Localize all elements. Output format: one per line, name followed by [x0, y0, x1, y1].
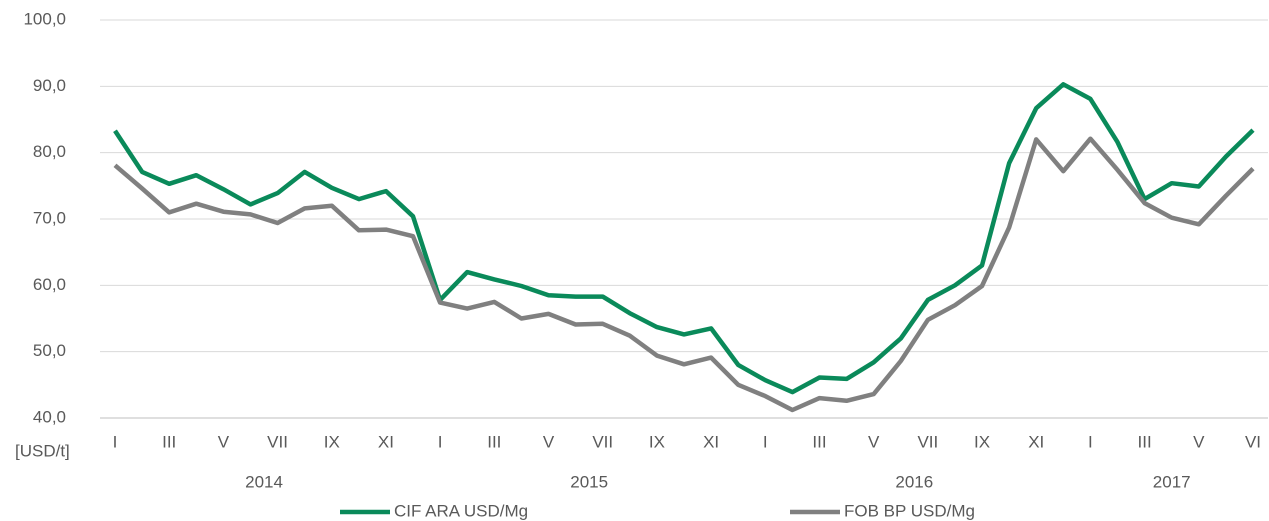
- y-tick-label: 40,0: [33, 407, 66, 426]
- x-tick-label: V: [218, 432, 230, 451]
- y-axis-label: [USD/t]: [15, 441, 70, 460]
- legend-label: FOB BP USD/Mg: [844, 501, 975, 520]
- year-label: 2014: [245, 472, 283, 491]
- y-tick-label: 80,0: [33, 142, 66, 161]
- y-tick-label: 100,0: [23, 9, 66, 28]
- series-line: [113, 82, 1255, 395]
- x-tick-label: III: [1138, 432, 1152, 451]
- x-tick-label: IX: [974, 432, 990, 451]
- x-tick-label: VII: [917, 432, 938, 451]
- y-tick-label: 70,0: [33, 208, 66, 227]
- x-tick-label: VII: [267, 432, 288, 451]
- x-tick-label: V: [543, 432, 555, 451]
- x-tick-label: III: [812, 432, 826, 451]
- legend-label: CIF ARA USD/Mg: [394, 501, 528, 520]
- y-tick-label: 90,0: [33, 76, 66, 95]
- y-tick-label: 60,0: [33, 275, 66, 294]
- x-tick-label: I: [1088, 432, 1093, 451]
- year-label: 2016: [895, 472, 933, 491]
- series-line: [113, 136, 1255, 413]
- x-tick-label: III: [487, 432, 501, 451]
- y-tick-label: 50,0: [33, 341, 66, 360]
- x-tick-label: XI: [378, 432, 394, 451]
- x-tick-label: VI: [1245, 432, 1261, 451]
- x-tick-label: XI: [1028, 432, 1044, 451]
- x-tick-label: VII: [592, 432, 613, 451]
- x-tick-label: IX: [324, 432, 340, 451]
- x-tick-label: I: [113, 432, 118, 451]
- x-tick-label: IX: [649, 432, 665, 451]
- x-tick-label: V: [868, 432, 880, 451]
- x-tick-label: XI: [703, 432, 719, 451]
- year-label: 2017: [1153, 472, 1191, 491]
- x-tick-label: V: [1193, 432, 1205, 451]
- year-label: 2015: [570, 472, 608, 491]
- x-tick-label: I: [438, 432, 443, 451]
- x-tick-label: III: [162, 432, 176, 451]
- x-tick-label: I: [763, 432, 768, 451]
